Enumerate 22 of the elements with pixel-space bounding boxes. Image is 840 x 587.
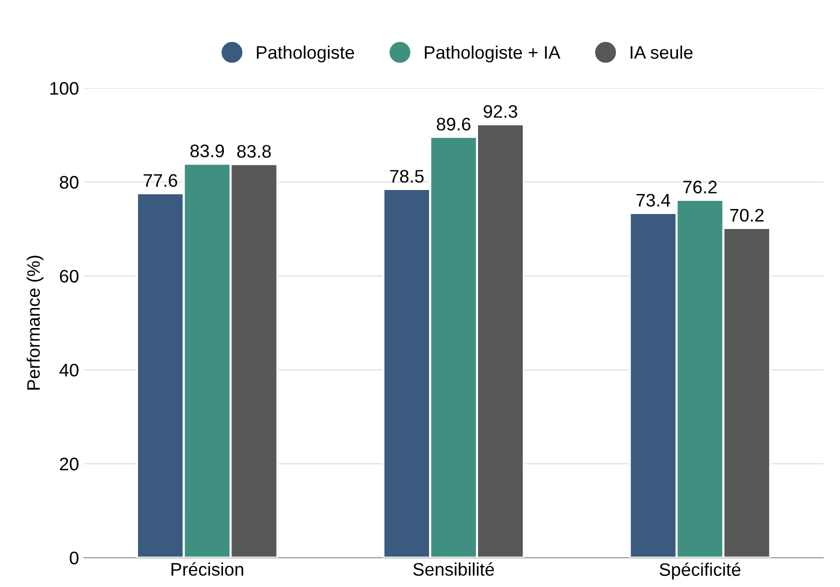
y-tick-label: 0	[70, 552, 78, 564]
y-axis-title: Performance (%)	[26, 256, 44, 390]
data-label: 76.2	[683, 180, 717, 194]
legend-label: Pathologiste + IA	[424, 46, 560, 62]
x-tick-label: Spécificité	[660, 562, 740, 580]
y-tick-label: 100	[50, 82, 78, 95]
data-label: 70.2	[730, 208, 764, 222]
data-label: 83.9	[190, 144, 224, 158]
data-label: 77.6	[144, 174, 178, 187]
data-label: 78.5	[390, 170, 424, 183]
x-tick-label: Sensibilité	[413, 562, 494, 576]
y-tick-label: 60	[60, 270, 78, 283]
y-tick-label: 80	[60, 176, 78, 189]
data-label: 92.3	[484, 105, 518, 118]
data-label: 89.6	[436, 118, 470, 131]
y-tick-label: 20	[60, 458, 78, 470]
data-label: 73.4	[636, 194, 670, 207]
x-tick-label: Précision	[172, 562, 244, 576]
legend-label: IA seule	[630, 46, 692, 59]
data-label: 83.8	[237, 144, 271, 158]
legend-label: Pathologiste	[256, 46, 354, 62]
y-tick-label: 40	[59, 364, 78, 377]
